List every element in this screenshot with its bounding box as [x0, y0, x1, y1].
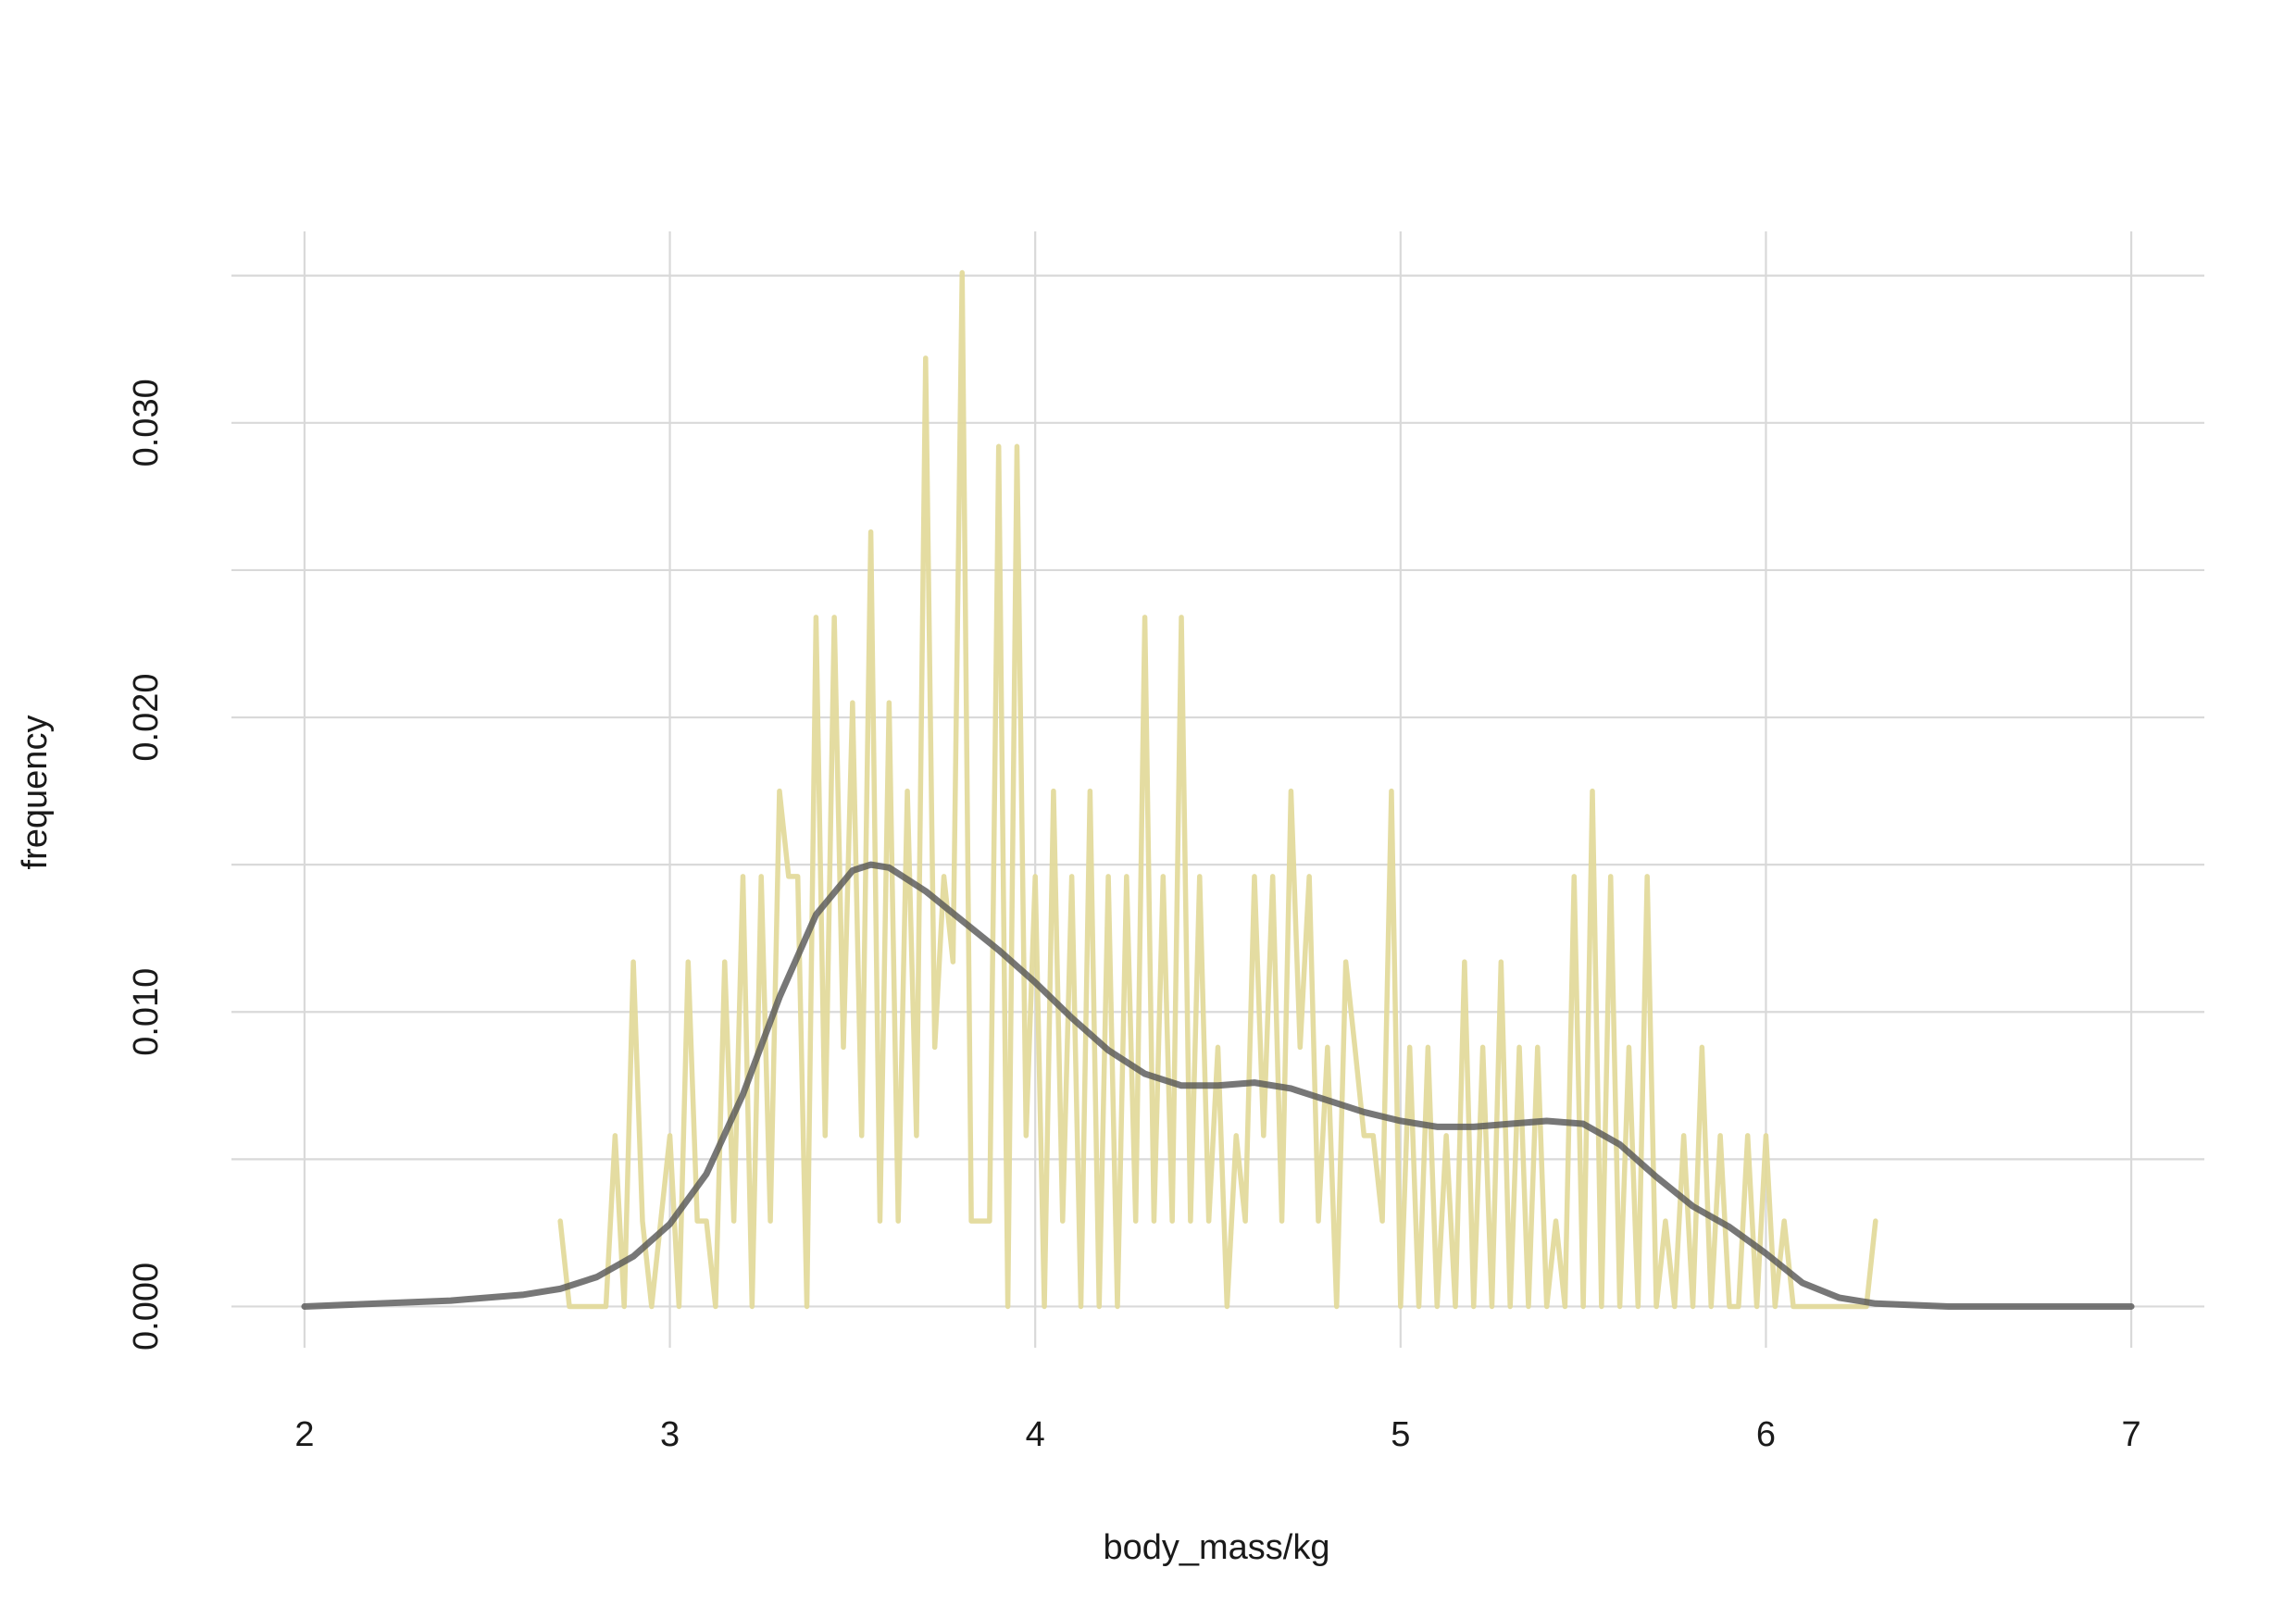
x-axis-label: body_mass/kg — [1103, 1528, 1329, 1567]
y-tick-label: 0.010 — [127, 968, 166, 1056]
y-tick-label: 0.000 — [127, 1263, 166, 1350]
x-tick-label: 5 — [1391, 1415, 1410, 1454]
series-line — [301, 861, 2135, 1310]
x-tick-label: 3 — [660, 1415, 680, 1454]
x-tick-label: 4 — [1026, 1415, 1045, 1454]
x-tick-label: 7 — [2122, 1415, 2141, 1454]
x-tick-label: 6 — [1756, 1415, 1776, 1454]
y-axis-label: frequency — [16, 716, 55, 870]
y-tick-label: 0.020 — [127, 673, 166, 761]
x-tick-label: 2 — [294, 1415, 314, 1454]
series-line — [557, 269, 1878, 1310]
y-tick-label: 0.030 — [127, 379, 166, 467]
